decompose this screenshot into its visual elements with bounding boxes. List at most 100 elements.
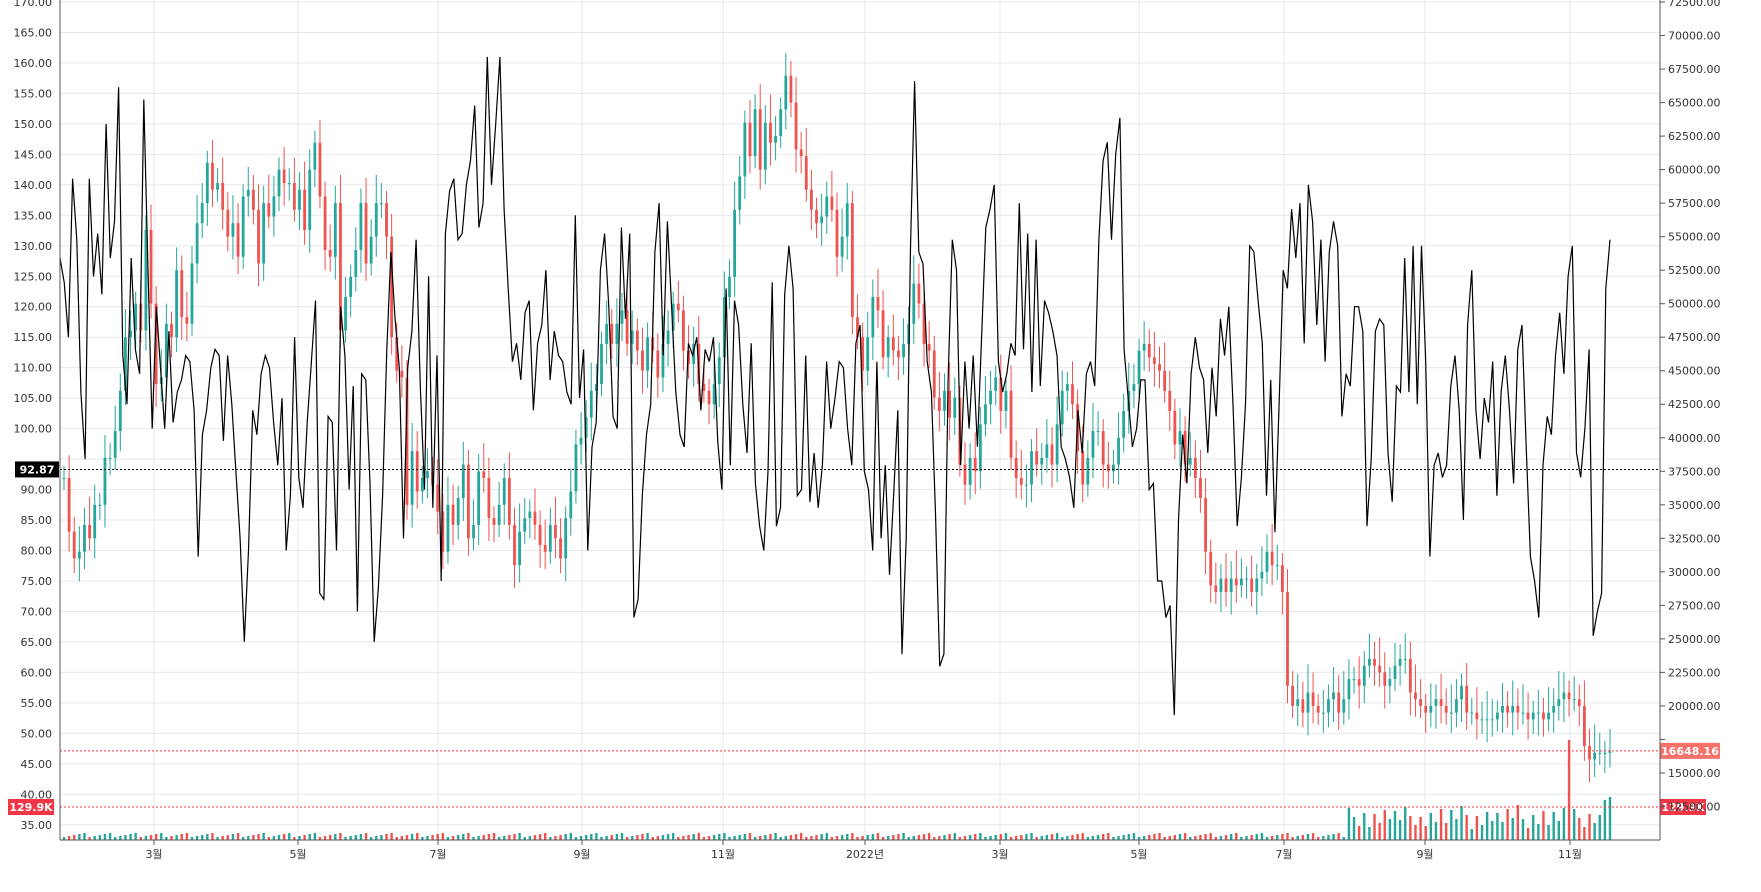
- right-axis: 12500.00 15000.00 20000.00 22500.00 25000.00…: [1659, 0, 1721, 840]
- candle-body: [1265, 551, 1269, 572]
- right-tick-label: 52500.00: [1668, 264, 1721, 277]
- volume-bar: [631, 836, 634, 840]
- candle-body: [1122, 410, 1126, 438]
- volume-bar: [426, 836, 429, 840]
- time-axis: 3월 5월 7월 9월 11월 2022년 3월 5월 7월 9월 11월: [60, 839, 1660, 861]
- volume-bar: [503, 836, 506, 840]
- time-tick-label: 11월: [1558, 848, 1582, 861]
- volume-bar: [861, 836, 864, 840]
- volume-bar: [1511, 818, 1514, 840]
- candle-body: [441, 511, 445, 552]
- volume-bar: [190, 837, 194, 840]
- volume-bar: [1398, 820, 1402, 840]
- candle-body: [1342, 699, 1346, 713]
- time-tick-label: 5월: [289, 848, 306, 861]
- volume-bar: [1547, 825, 1550, 840]
- candle-body: [195, 223, 199, 264]
- volume-bar: [784, 836, 788, 840]
- volume-bar: [564, 834, 567, 840]
- volume-bar: [1455, 819, 1458, 840]
- candle-body: [1480, 719, 1484, 721]
- candle-body: [472, 524, 475, 539]
- volume-bar: [211, 833, 214, 840]
- volume-bar: [451, 836, 455, 840]
- volume-bar: [1178, 834, 1182, 840]
- candle-body: [1562, 692, 1566, 700]
- candle-body: [461, 464, 465, 499]
- volume-bar: [416, 833, 419, 840]
- candle-body: [124, 337, 127, 391]
- volume-bar: [876, 833, 880, 840]
- volume-bar: [129, 834, 132, 840]
- candle-body: [1337, 692, 1341, 713]
- candle-body: [1352, 679, 1356, 681]
- left-tick-label: 65.00: [21, 636, 53, 649]
- candle-body: [1152, 357, 1156, 365]
- volume-bar: [1373, 814, 1376, 840]
- candle-body: [625, 310, 629, 344]
- candle-body: [328, 250, 332, 257]
- candle-body: [1398, 658, 1402, 666]
- volume-bar: [1071, 835, 1074, 840]
- volume-bar: [1112, 837, 1115, 840]
- candle-body: [1357, 679, 1361, 686]
- volume-bar: [497, 837, 501, 840]
- candle-body: [1168, 390, 1172, 411]
- candle-body: [436, 484, 440, 512]
- right-price-badge: [1660, 742, 1720, 759]
- volume-bar: [492, 833, 496, 840]
- candle-body: [856, 317, 859, 338]
- volume-bar: [1270, 836, 1274, 840]
- candle-body: [523, 518, 527, 532]
- candle-body: [579, 437, 583, 445]
- candle-body: [502, 477, 506, 505]
- volume-bar: [1404, 807, 1407, 840]
- volume-bar: [999, 834, 1003, 840]
- candle-body: [1112, 464, 1115, 472]
- volume-bar: [769, 834, 772, 840]
- candle-body: [1475, 712, 1479, 720]
- right-tick-label: 32500.00: [1668, 532, 1721, 545]
- volume-bar: [881, 837, 885, 840]
- candle-body: [1137, 350, 1141, 385]
- candle-body: [298, 189, 301, 210]
- volume-bar: [641, 834, 644, 840]
- volume-bar: [262, 833, 265, 840]
- candle-body: [1224, 578, 1228, 592]
- candle-body: [748, 122, 752, 157]
- candle-body: [953, 397, 957, 418]
- candle-body: [610, 323, 614, 344]
- candle-body: [897, 350, 900, 358]
- candle-body: [1291, 685, 1295, 706]
- candle-body: [364, 203, 368, 264]
- volume-bar: [1009, 837, 1013, 840]
- candle-body: [200, 203, 204, 224]
- candle-body: [1132, 384, 1136, 391]
- volume-bar: [538, 834, 542, 840]
- candle-body: [149, 229, 153, 304]
- volume-bar: [1450, 810, 1453, 840]
- volume-bar: [651, 837, 654, 840]
- candle-body: [635, 330, 639, 351]
- candle-body: [820, 216, 824, 224]
- candle-body: [287, 183, 291, 185]
- volume-bar: [1096, 835, 1100, 840]
- candle-body: [871, 296, 875, 338]
- candle-body: [932, 350, 936, 398]
- candle-body: [1603, 752, 1607, 754]
- volume-bar: [922, 834, 926, 840]
- candle-body: [984, 404, 987, 425]
- candle-body: [712, 384, 716, 405]
- candle-body: [1516, 705, 1520, 713]
- volume-bar: [1588, 814, 1591, 840]
- candle-body: [1096, 431, 1100, 433]
- candle-body: [543, 545, 547, 552]
- volume-bar: [625, 837, 629, 840]
- volume-bar: [989, 836, 992, 840]
- candle-body: [1255, 578, 1259, 592]
- candle-body: [1306, 692, 1310, 713]
- candle-body: [1060, 390, 1064, 425]
- volume-bar: [718, 834, 721, 840]
- candle-body: [1142, 343, 1146, 351]
